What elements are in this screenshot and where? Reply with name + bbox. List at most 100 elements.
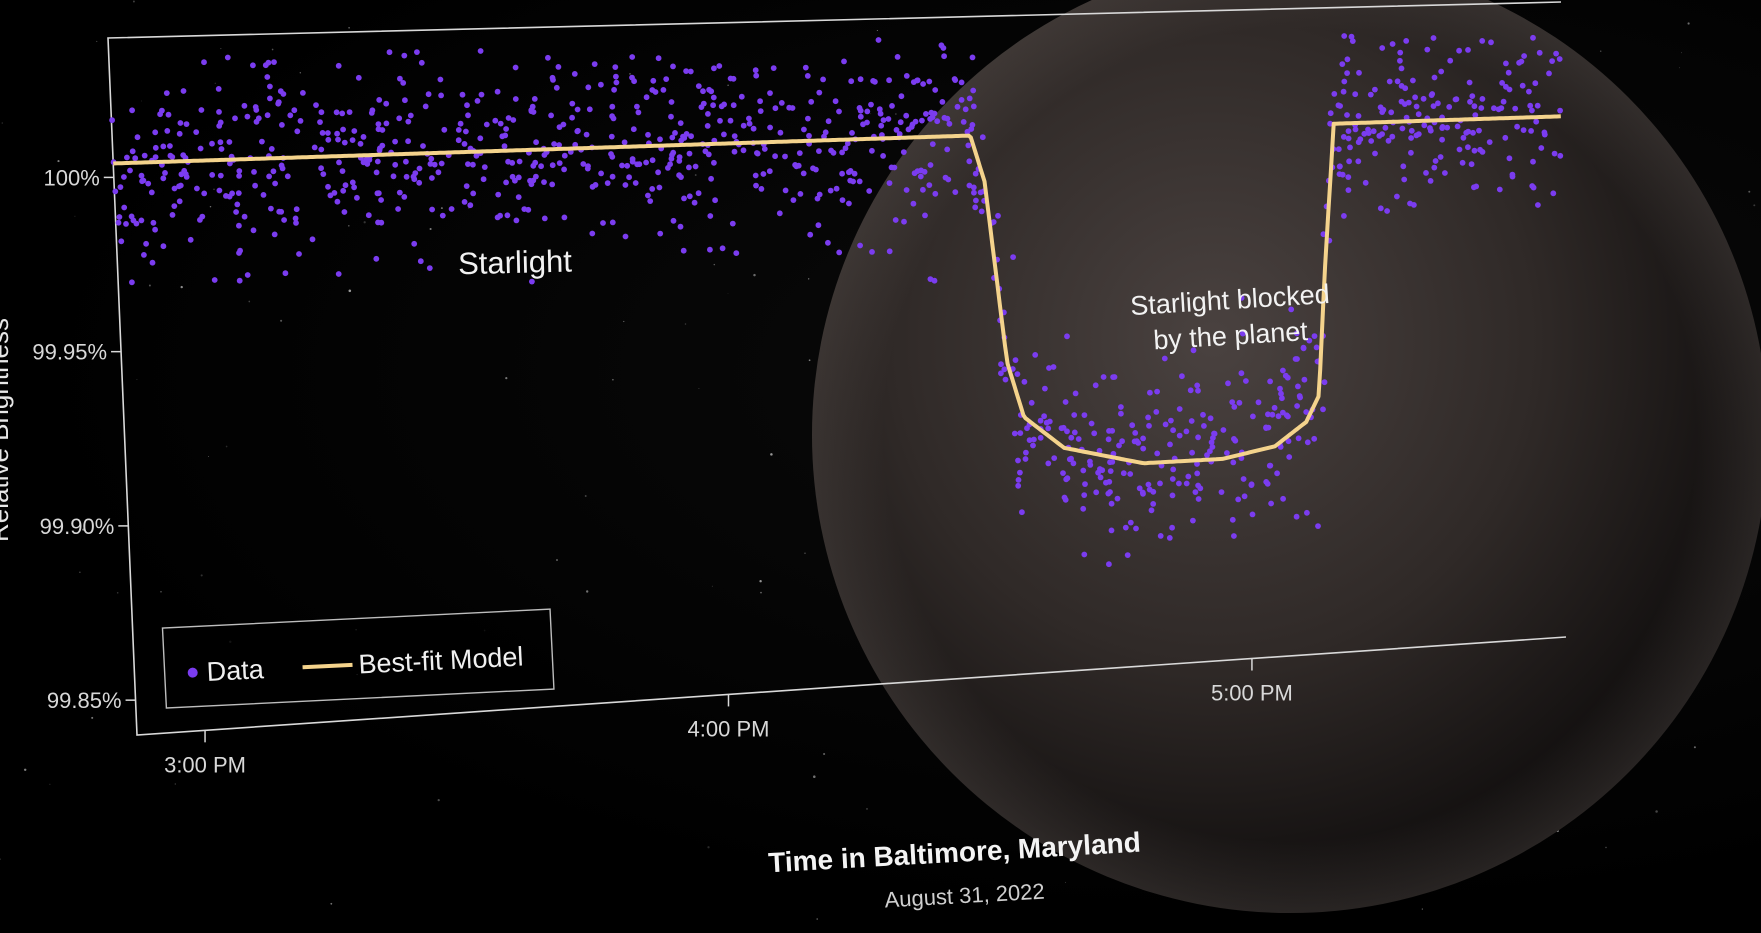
data-point [1124,552,1131,558]
data-point [569,114,575,121]
data-point [632,180,639,186]
data-point [1427,178,1434,184]
data-point [438,160,445,167]
data-point [461,199,468,205]
data-point [386,49,393,56]
data-point [1389,41,1396,47]
data-point [177,120,184,126]
star [707,846,710,849]
data-point [1051,455,1058,461]
data-point [832,98,839,105]
data-point [1041,413,1047,420]
data-point [505,115,512,121]
data-point [880,153,886,159]
data-point [1293,330,1300,337]
data-point [1397,49,1404,56]
data-point [958,79,965,86]
data-point [1146,422,1152,429]
data-point [497,120,504,127]
data-point [194,185,200,192]
data-point [115,219,122,226]
data-point [708,175,714,182]
data-point [1023,449,1029,456]
data-point [1224,450,1230,456]
data-point [1526,88,1532,95]
x-axis-ticks: 3:00 PM 4:00 PM 5:00 PM [164,658,1293,777]
data-point [561,152,568,159]
data-point [455,126,462,133]
data-point [970,184,977,191]
data-point [716,63,723,69]
data-point [797,191,804,197]
data-point [681,195,687,202]
data-point [1355,158,1362,165]
star [136,378,138,381]
data-point [629,54,636,60]
data-point [1285,438,1292,445]
data-point [266,173,272,180]
data-point [1327,120,1333,127]
data-point [1379,131,1385,138]
data-point [441,126,448,133]
data-point [1362,179,1369,186]
data-point [1070,460,1077,467]
data-point [1377,104,1384,111]
data-point [1167,441,1173,448]
data-point [1060,424,1067,431]
data-point [428,155,435,162]
data-point [1100,374,1107,380]
data-point [928,109,935,116]
data-point [178,171,185,178]
data-point [392,138,398,145]
data-point [686,193,693,200]
data-point [480,176,487,183]
data-point [548,112,554,119]
data-point [237,247,244,254]
data-point [609,103,616,110]
data-point [501,143,508,150]
data-point [1472,112,1479,118]
star [1753,204,1756,207]
data-point [670,63,676,70]
data-point [284,173,291,180]
data-point [1132,430,1139,436]
data-point [1082,481,1088,487]
data-point [197,217,203,223]
data-point [470,190,477,197]
data-point [267,83,273,90]
data-point [411,240,418,247]
data-point [1194,461,1200,467]
data-point [866,188,873,194]
data-point [152,226,159,233]
data-point [216,187,223,194]
data-point [1107,468,1114,474]
data-point [253,118,260,125]
data-point [1194,470,1201,477]
data-point [1236,399,1243,406]
data-point [1512,105,1519,112]
data-point [278,162,285,169]
data-point [733,250,740,256]
data-point [592,182,599,188]
data-point [1231,404,1238,410]
data-point [1140,490,1146,497]
data-point [418,59,425,66]
star [1605,846,1607,849]
data-point [1382,124,1389,131]
best-fit-model-line [113,114,1561,466]
data-point [972,204,979,211]
data-point [1557,107,1563,114]
data-point [1468,161,1475,168]
data-point [923,111,929,117]
data-point [1157,480,1163,487]
data-point [672,130,678,136]
data-point [619,162,625,169]
data-point [670,217,677,224]
data-point [1133,525,1139,532]
data-point [939,99,946,105]
data-point [1438,68,1445,75]
data-point [1361,130,1368,137]
data-point [318,146,325,153]
data-point [920,81,926,87]
